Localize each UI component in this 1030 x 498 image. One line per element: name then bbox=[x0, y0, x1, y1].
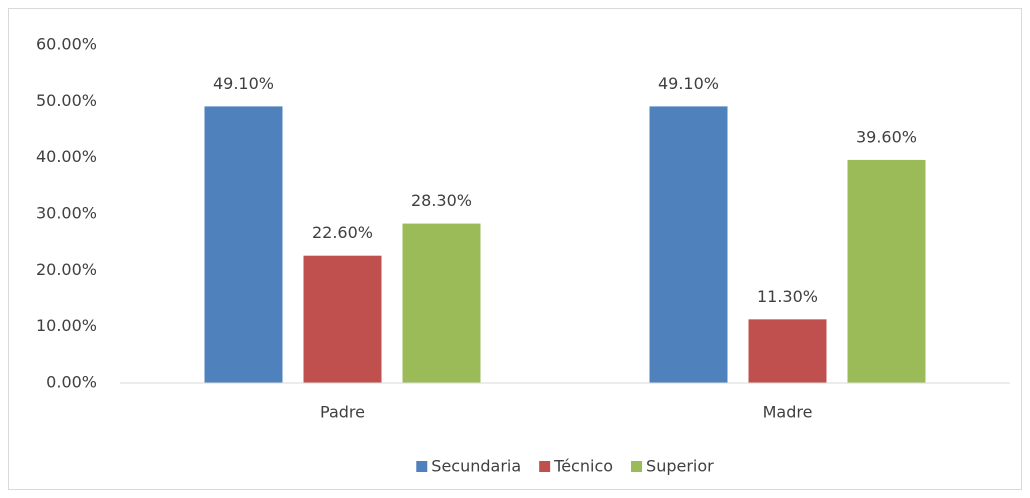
y-tick-label: 0.00% bbox=[46, 373, 97, 392]
data-label: 11.30% bbox=[757, 287, 818, 306]
legend-swatch bbox=[631, 461, 643, 472]
data-label: 28.30% bbox=[411, 191, 472, 210]
chart-border bbox=[8, 8, 1022, 490]
data-label: 49.10% bbox=[213, 74, 274, 93]
data-label: 22.60% bbox=[312, 223, 373, 242]
x-tick-label: Madre bbox=[763, 403, 813, 422]
bar bbox=[303, 255, 382, 383]
legend-swatch bbox=[416, 461, 428, 472]
legend-label: Técnico bbox=[553, 457, 613, 476]
bar bbox=[402, 223, 481, 383]
legend-swatch bbox=[539, 461, 551, 472]
y-tick-label: 10.00% bbox=[36, 316, 97, 335]
x-tick-label: Padre bbox=[320, 403, 365, 422]
legend-label: Secundaria bbox=[431, 457, 521, 476]
bar bbox=[649, 106, 728, 384]
legend-label: Superior bbox=[646, 457, 714, 476]
y-tick-label: 50.00% bbox=[36, 91, 97, 110]
data-label: 49.10% bbox=[658, 74, 719, 93]
bar bbox=[847, 159, 926, 383]
y-tick-label: 60.00% bbox=[36, 35, 97, 54]
bar bbox=[204, 106, 283, 384]
bar bbox=[748, 319, 827, 383]
data-label: 39.60% bbox=[856, 127, 917, 146]
y-tick-label: 30.00% bbox=[36, 204, 97, 223]
y-tick-label: 20.00% bbox=[36, 260, 97, 279]
y-tick-label: 40.00% bbox=[36, 147, 97, 166]
